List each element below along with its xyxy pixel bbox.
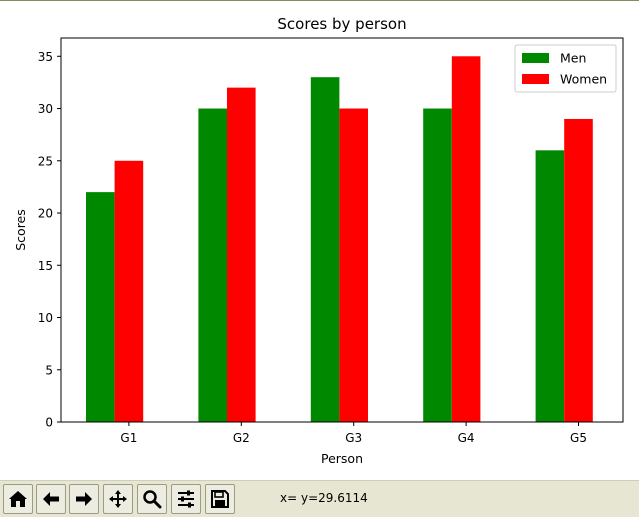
y-tick-label: 15 [38, 259, 53, 273]
x-tick-label: G2 [233, 431, 250, 445]
zoom-icon [143, 490, 162, 509]
cursor-coordinates-readout: x= y=29.6114 [280, 491, 368, 505]
home-icon [9, 491, 27, 507]
legend-label-women: Women [560, 72, 607, 87]
bar-men-g1 [86, 192, 115, 422]
forward-arrow-icon [76, 492, 92, 506]
y-tick-label: 0 [45, 416, 53, 430]
axes-frame [60, 37, 624, 423]
save-button[interactable] [205, 484, 235, 514]
save-icon [211, 490, 229, 508]
y-tick-label: 5 [45, 363, 53, 377]
y-tick-label: 35 [38, 50, 53, 64]
bar-women-g3 [339, 108, 368, 422]
legend-label-men: Men [560, 51, 586, 66]
navigation-toolbar [0, 480, 639, 517]
pan-icon [109, 490, 127, 508]
bar-women-g4 [451, 56, 481, 423]
pan-button[interactable] [103, 484, 133, 514]
x-tick-label: G1 [120, 431, 137, 445]
x-tick-label: G4 [458, 431, 475, 445]
chart-title: Scores by person [277, 15, 406, 33]
y-tick-label: 25 [38, 154, 53, 168]
x-tick-label: G5 [570, 431, 587, 445]
y-tick-label: 20 [38, 207, 53, 221]
x-tick-label: G3 [345, 431, 362, 445]
bar-women-g1 [114, 160, 144, 422]
bar-men-g2 [198, 108, 227, 422]
x-axis-label: Person [321, 451, 363, 466]
bar-men-g5 [535, 150, 565, 422]
bar-women-g5 [564, 118, 593, 423]
y-tick-label: 10 [38, 311, 53, 325]
figure-canvas: 0 5 10 15 20 25 30 35 G1 G2 G3 G4 G5 Scores by person… [0, 1, 639, 480]
window-top-border [0, 0, 639, 1]
home-button[interactable] [3, 484, 33, 514]
bar-women-g2 [227, 87, 256, 422]
configure-subplots-icon [178, 490, 194, 508]
forward-button[interactable] [69, 484, 99, 514]
back-arrow-icon [43, 492, 59, 506]
y-axis-label: Scores [13, 209, 28, 251]
bar-chart: 0 5 10 15 20 25 30 35 G1 G2 G3 G4 G5 Scores by person… [13, 15, 624, 466]
back-button[interactable] [36, 484, 66, 514]
zoom-button[interactable] [137, 484, 167, 514]
y-tick-label: 30 [38, 102, 53, 116]
subplots-button[interactable] [171, 484, 201, 514]
bar-men-g4 [423, 108, 452, 422]
bar-men-g3 [310, 77, 340, 423]
legend-swatch-women [522, 74, 549, 84]
legend-swatch-men [522, 53, 549, 63]
